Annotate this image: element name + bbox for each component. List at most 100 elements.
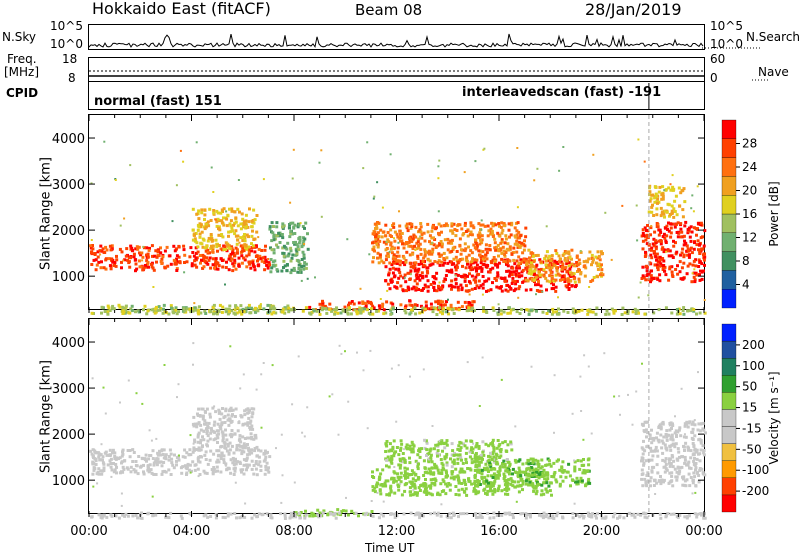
velocity-scatter-cell [234, 481, 237, 484]
velocity-cell [450, 472, 454, 476]
power-cell [427, 249, 431, 253]
power-cell [671, 256, 675, 259]
velocity-cell [229, 512, 233, 516]
power-cell [679, 191, 683, 195]
velocity-cell [502, 477, 506, 480]
velocity-cell [231, 456, 235, 460]
ytick-label: 1000 [52, 474, 85, 489]
power-cell [371, 241, 374, 245]
power-cell [233, 210, 237, 214]
velocity-cell [396, 483, 400, 487]
power-cell [545, 279, 549, 283]
power-cell [141, 268, 145, 272]
velocity-cell [388, 458, 392, 462]
velocity-cell [393, 491, 397, 495]
power-cell [596, 256, 600, 260]
power-cell [670, 265, 674, 269]
power-cell [199, 223, 203, 227]
velocity-scatter-cell [369, 349, 372, 352]
power-cell [475, 258, 479, 262]
velocity-cell [385, 464, 388, 468]
velocity-scatter-cell [260, 426, 263, 429]
velocity-scatter-cell [119, 401, 121, 404]
power-cell [666, 228, 669, 231]
power-cell [137, 245, 141, 249]
power-cell [376, 221, 379, 224]
power-cell [212, 257, 215, 261]
power-cell [112, 307, 116, 311]
velocity-cell [442, 480, 446, 484]
velocity-cell [240, 452, 244, 456]
power-cell [230, 309, 233, 313]
velocity-cell [223, 441, 227, 445]
power-cell [697, 221, 701, 225]
power-cell [191, 207, 195, 211]
velocity-cell [259, 469, 263, 472]
power-cell [231, 229, 235, 233]
velocity-cell [439, 442, 442, 446]
velocity-cell [244, 444, 248, 448]
velocity-cell [185, 466, 189, 470]
velocity-cell [531, 482, 535, 486]
power-scatter-cell [195, 141, 198, 144]
power-cell [646, 224, 649, 227]
velocity-cell [475, 516, 478, 520]
power-cell [138, 251, 141, 255]
velocity-cell [316, 513, 320, 517]
velocity-cell [698, 452, 702, 456]
power-cell [199, 311, 203, 315]
velocity-cell [465, 493, 469, 497]
power-cell [203, 218, 206, 221]
power-cell [335, 306, 338, 310]
velocity-cell [171, 463, 175, 467]
power-cell [700, 270, 704, 274]
power-cell [244, 246, 247, 250]
velocity-scatter-cell [587, 365, 590, 368]
power-cell [318, 302, 322, 306]
power-cell [347, 306, 351, 310]
velocity-cell [204, 458, 208, 461]
power-cell [386, 252, 390, 255]
power-scatter-cell [517, 296, 520, 299]
power-cell [405, 226, 409, 230]
velocity-cell [187, 468, 191, 472]
power-cell [413, 244, 417, 248]
power-cell [684, 220, 688, 224]
velocity-cell [688, 466, 691, 470]
power-cell [591, 278, 595, 282]
power-cell [270, 239, 274, 243]
velocity-cell [200, 407, 204, 411]
power-data-cells [89, 138, 707, 316]
power-cell [269, 258, 273, 261]
velocity-scatter-cell [205, 472, 208, 475]
power-cell [94, 268, 98, 272]
power-cell [454, 282, 458, 286]
velocity-cell [516, 480, 520, 484]
power-cell [568, 267, 572, 271]
power-cell [505, 262, 508, 266]
power-cell [398, 271, 402, 274]
power-cell [686, 264, 690, 268]
station-title: Hokkaido East (fitACF) [92, 0, 271, 18]
power-cell [234, 246, 238, 250]
power-cell [700, 277, 704, 281]
power-cell [375, 226, 379, 230]
power-cell [422, 263, 426, 267]
power-cell [423, 283, 427, 287]
velocity-cell [704, 431, 707, 435]
power-cell [129, 244, 133, 248]
velocity-cell [214, 437, 218, 441]
velocity-cell [649, 446, 653, 450]
power-cell [240, 212, 244, 216]
power-cell [147, 248, 151, 252]
power-cell [477, 286, 481, 290]
power-scatter-cell [604, 211, 607, 214]
velocity-cell [491, 476, 495, 479]
velocity-cell [231, 461, 235, 465]
velocity-cell [482, 480, 486, 484]
power-cell [102, 266, 106, 270]
velocity-cell [675, 457, 679, 461]
velocity-cell [675, 470, 679, 474]
power-cell [682, 261, 686, 265]
power-cell [682, 234, 686, 238]
